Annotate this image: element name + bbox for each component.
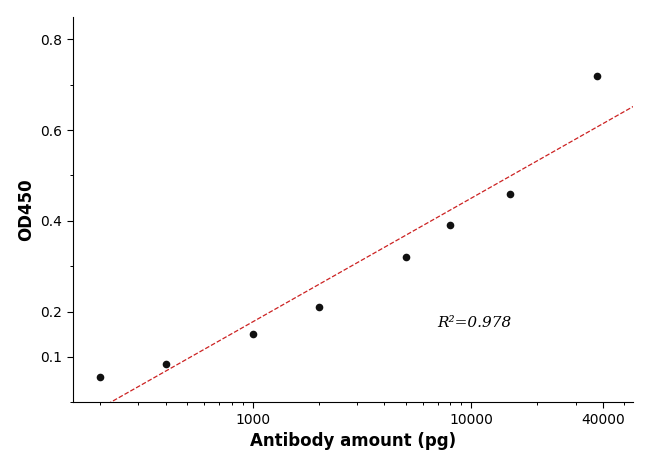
Point bbox=[313, 304, 324, 311]
X-axis label: Antibody amount (pg): Antibody amount (pg) bbox=[250, 432, 456, 450]
Text: R²=0.978: R²=0.978 bbox=[437, 316, 512, 330]
Point bbox=[95, 374, 105, 381]
Point bbox=[248, 331, 258, 338]
Point bbox=[505, 190, 515, 198]
Point bbox=[161, 360, 171, 368]
Y-axis label: OD450: OD450 bbox=[17, 178, 34, 241]
Point bbox=[400, 254, 411, 261]
Point bbox=[445, 222, 456, 229]
Point bbox=[592, 72, 602, 79]
